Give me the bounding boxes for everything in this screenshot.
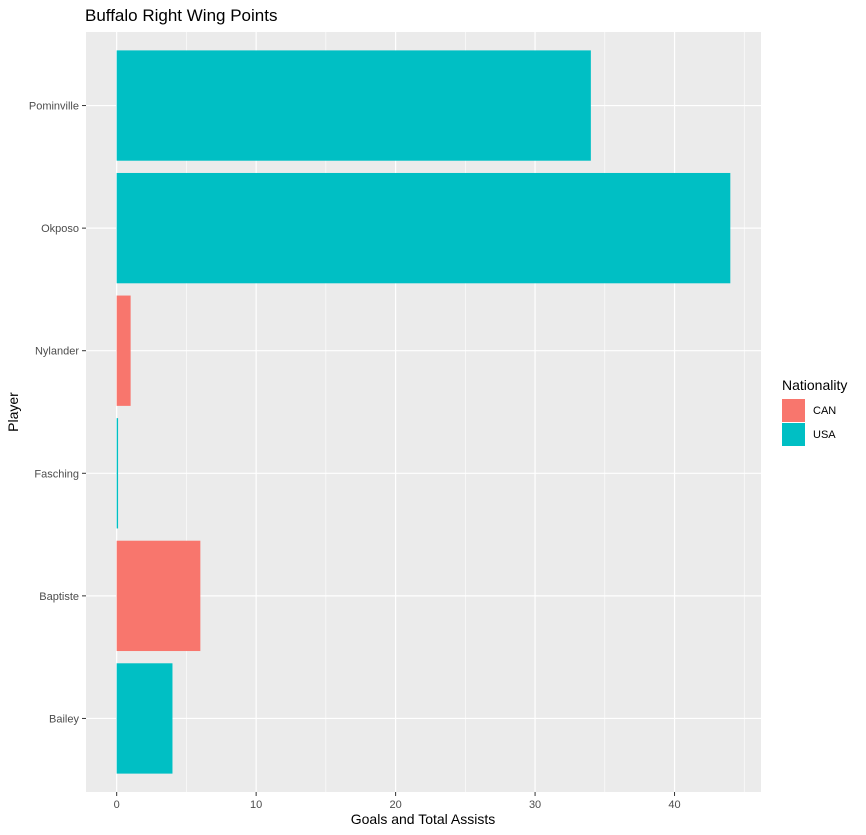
bar-fasching (116, 418, 119, 529)
bar-okposo (116, 172, 731, 284)
legend-label: USA (813, 429, 836, 441)
y-axis: Bailey Baptiste Fasching Nylander Okposo Pomi… (29, 101, 86, 725)
x-tick-label: 0 (114, 799, 120, 811)
chart-title: Buffalo Right Wing Points (85, 6, 277, 25)
y-tick-label: Pominville (29, 101, 79, 113)
y-axis-title: Player (5, 392, 21, 432)
x-tick-label: 30 (529, 799, 541, 811)
bar-bailey (116, 663, 173, 774)
legend-key-can (782, 399, 805, 422)
y-tick-label: Bailey (49, 713, 79, 725)
bar-baptiste (116, 540, 201, 652)
bar-nylander (116, 295, 131, 406)
legend-label: CAN (813, 405, 836, 417)
x-axis: 0 10 20 30 40 (114, 792, 681, 811)
y-tick-label: Fasching (34, 468, 79, 480)
legend-title: Nationality (782, 377, 847, 393)
bars (116, 50, 731, 774)
y-tick-label: Baptiste (39, 591, 79, 603)
legend: Nationality CAN USA (782, 377, 847, 446)
bar-pominville (116, 50, 591, 161)
y-tick-label: Nylander (35, 346, 79, 358)
x-tick-label: 20 (389, 799, 401, 811)
x-tick-label: 40 (668, 799, 680, 811)
x-tick-label: 10 (250, 799, 262, 811)
x-axis-title: Goals and Total Assists (351, 811, 495, 827)
legend-key-usa (782, 423, 805, 446)
y-tick-label: Okposo (41, 223, 79, 235)
